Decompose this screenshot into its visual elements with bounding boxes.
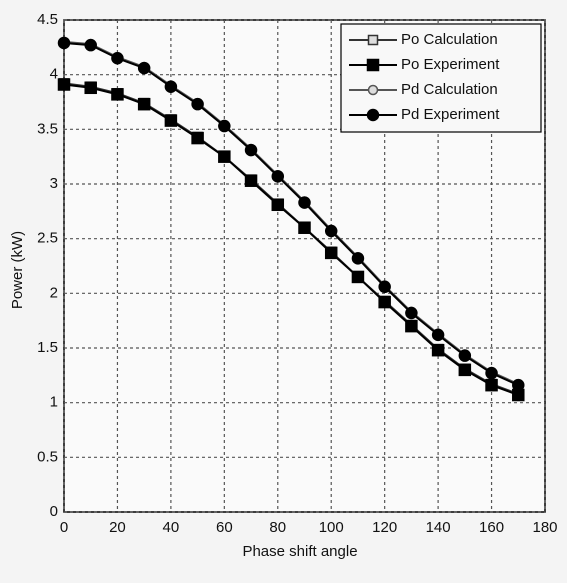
marker: [405, 306, 418, 320]
marker: [84, 38, 97, 52]
marker: [271, 170, 285, 183]
y-tick-label: 2: [50, 284, 58, 301]
marker: [458, 349, 472, 362]
legend-label: Pd Calculation: [401, 81, 498, 98]
marker: [271, 198, 285, 212]
marker: [378, 280, 391, 294]
marker: [378, 295, 391, 309]
legend-marker: [367, 34, 379, 46]
marker: [512, 378, 525, 392]
legend-marker: [367, 84, 379, 96]
marker: [164, 80, 178, 93]
x-tick-label: 40: [163, 519, 180, 536]
x-tick-label: 80: [269, 519, 286, 536]
marker: [84, 81, 97, 95]
y-tick-label: 3: [50, 175, 58, 192]
x-tick-label: 140: [426, 519, 451, 536]
marker: [485, 366, 498, 380]
marker: [111, 88, 124, 101]
marker: [431, 343, 445, 357]
y-tick-label: 2.5: [37, 230, 58, 247]
x-tick-label: 0: [60, 519, 68, 536]
marker: [485, 378, 498, 392]
marker: [164, 114, 178, 127]
x-tick-label: 120: [372, 519, 397, 536]
marker: [431, 328, 445, 342]
marker: [191, 131, 204, 145]
marker: [298, 221, 311, 234]
x-tick-label: 180: [532, 519, 557, 536]
x-tick-label: 160: [479, 519, 504, 536]
x-tick-label: 60: [216, 519, 233, 536]
marker: [137, 97, 151, 111]
marker: [458, 363, 472, 377]
y-tick-label: 4: [50, 66, 58, 83]
y-tick-label: 4.5: [37, 11, 58, 28]
marker: [57, 36, 71, 50]
marker: [351, 252, 365, 265]
marker: [218, 150, 231, 163]
marker: [218, 119, 231, 133]
marker: [57, 78, 71, 91]
marker: [405, 319, 418, 333]
marker: [111, 52, 124, 65]
legend-label: Po Calculation: [401, 31, 498, 48]
x-axis-label: Phase shift angle: [242, 543, 357, 560]
marker: [244, 174, 258, 187]
y-tick-label: 1: [50, 394, 58, 411]
x-tick-label: 20: [109, 519, 126, 536]
marker: [324, 224, 338, 238]
marker: [137, 61, 151, 75]
y-tick-label: 1.5: [37, 339, 58, 356]
marker: [351, 270, 365, 284]
y-tick-label: 3.5: [37, 120, 58, 137]
marker: [191, 97, 204, 111]
y-tick-label: 0.5: [37, 448, 58, 465]
x-tick-label: 100: [319, 519, 344, 536]
legend-marker: [366, 58, 380, 72]
marker: [298, 196, 311, 209]
legend-label: Po Experiment: [401, 56, 500, 73]
marker: [324, 246, 338, 260]
y-tick-label: 0: [50, 503, 58, 520]
marker: [244, 143, 258, 157]
y-axis-label: Power (kW): [9, 231, 26, 309]
legend-marker: [366, 108, 380, 122]
legend-label: Pd Experiment: [401, 106, 500, 123]
